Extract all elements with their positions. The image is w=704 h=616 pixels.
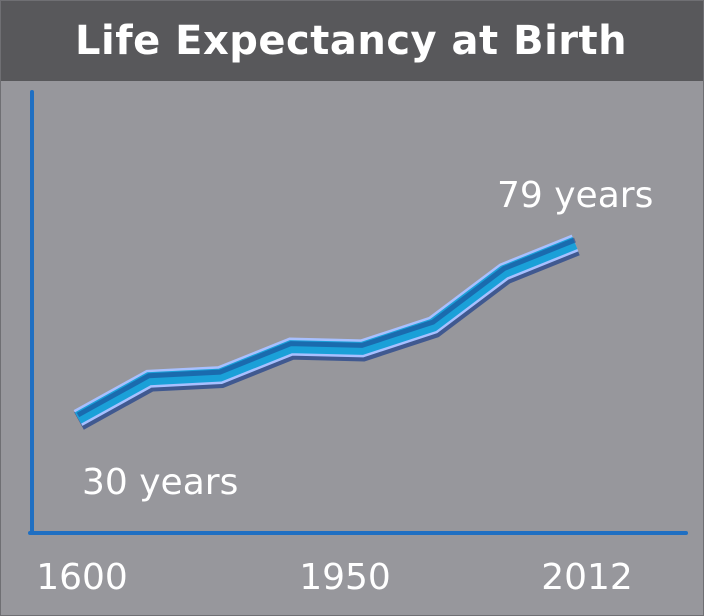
x-tick-label-1600: 1600 [36,557,128,598]
annotation-end-value: 79 years [497,175,653,216]
data-annotations: 30 years 79 years [82,175,653,503]
annotation-start-value: 30 years [82,462,238,503]
x-tick-label-1950: 1950 [299,557,391,598]
series-line-top-shade [76,237,576,418]
chart-axes [28,90,688,535]
series-line [73,234,580,430]
chart-title: Life Expectancy at Birth [75,18,628,64]
x-tick-label-2012: 2012 [541,557,633,598]
title-bar: Life Expectancy at Birth [1,1,703,81]
x-tick-labels: 1600 1950 2012 [36,557,633,598]
